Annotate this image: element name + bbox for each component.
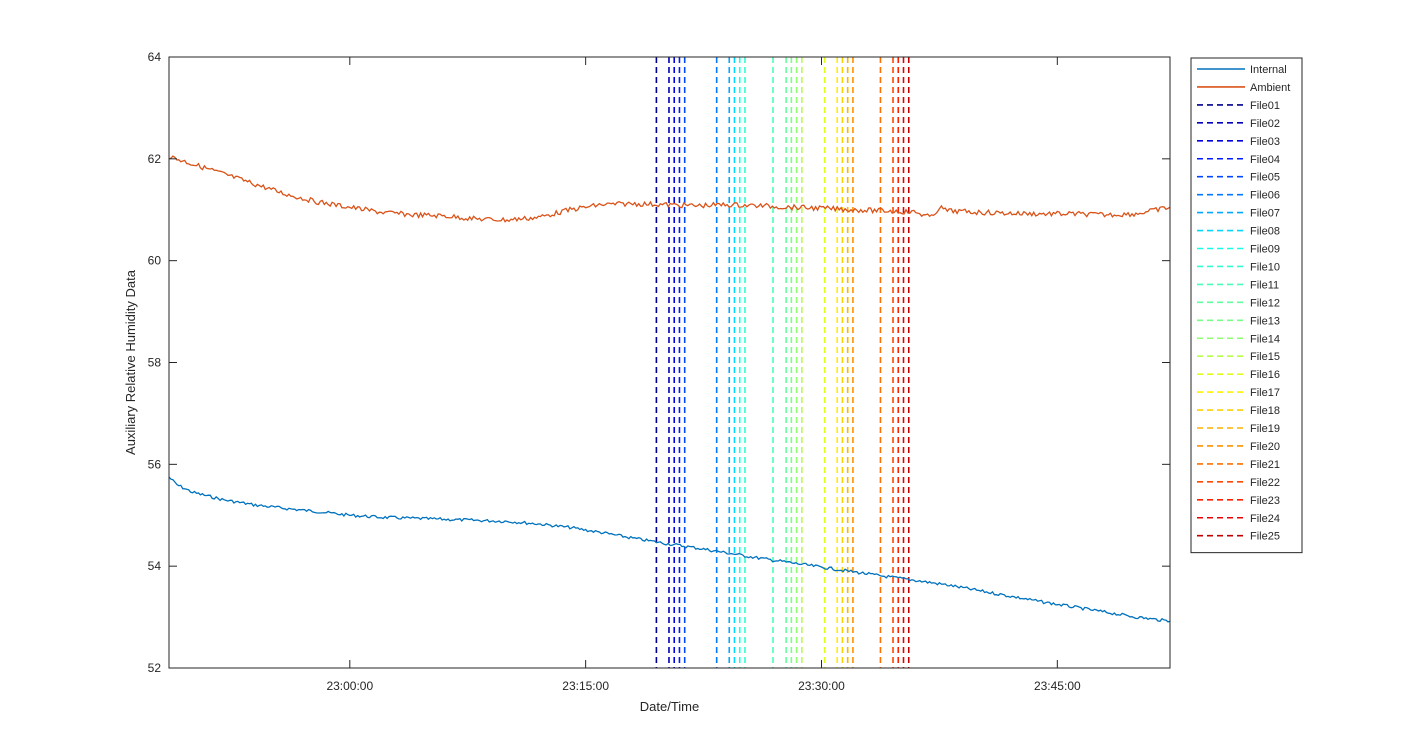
- x-tick-label: 23:45:00: [1034, 679, 1081, 693]
- legend-box: [1190, 57, 1303, 554]
- legend-label-file18: File18: [1250, 405, 1280, 417]
- legend-label-file14: File14: [1250, 333, 1280, 345]
- legend-label-file22: File22: [1250, 477, 1280, 489]
- legend-label-file02: File02: [1250, 118, 1280, 130]
- legend-label-internal: Internal: [1250, 64, 1287, 76]
- legend-label-file08: File08: [1250, 226, 1280, 238]
- y-tick-label: 58: [148, 356, 162, 370]
- x-tick-label: 23:15:00: [562, 679, 609, 693]
- data-series: [168, 155, 1171, 623]
- legend-label-file06: File06: [1250, 190, 1280, 202]
- y-tick-label: 60: [148, 254, 162, 268]
- file-marker-lines: [655, 57, 910, 668]
- series-line-ambient: [168, 155, 1171, 223]
- legend-label-file24: File24: [1250, 513, 1280, 525]
- y-tick-label: 62: [148, 152, 162, 166]
- legend-label-file20: File20: [1250, 441, 1280, 453]
- legend-label-file23: File23: [1250, 495, 1280, 507]
- legend-label-file11: File11: [1250, 279, 1279, 291]
- axis-ticks: 52 54 56 58 60 62 64 23:00:00 23:15:00 23:30:00 23…: [148, 50, 1170, 693]
- legend-label-ambient: Ambient: [1250, 82, 1290, 94]
- y-tick-label: 52: [148, 661, 162, 675]
- legend-label-file17: File17: [1250, 387, 1280, 399]
- legend-label-file01: File01: [1250, 100, 1280, 112]
- legend-label-file07: File07: [1250, 208, 1280, 220]
- series-line-internal: [168, 476, 1171, 623]
- y-axis-label: Auxiliary Relative Humidity Data: [123, 269, 138, 455]
- x-axis-label: Date/Time: [640, 699, 699, 714]
- legend-label-file13: File13: [1250, 315, 1280, 327]
- legend: Internal Ambient File01 File02 File03 File04 F…: [1190, 57, 1303, 554]
- legend-label-file25: File25: [1250, 531, 1280, 543]
- y-tick-label: 64: [148, 50, 162, 64]
- legend-label-file21: File21: [1250, 459, 1280, 471]
- legend-label-file09: File09: [1250, 244, 1280, 256]
- legend-label-file19: File19: [1250, 423, 1280, 435]
- legend-label-file05: File05: [1250, 172, 1280, 184]
- legend-label-file10: File10: [1250, 261, 1280, 273]
- legend-label-file16: File16: [1250, 369, 1280, 381]
- x-tick-label: 23:00:00: [326, 679, 373, 693]
- legend-label-file15: File15: [1250, 351, 1280, 363]
- y-tick-label: 56: [148, 457, 162, 471]
- legend-label-file04: File04: [1250, 154, 1280, 166]
- x-tick-label: 23:30:00: [798, 679, 845, 693]
- legend-label-file12: File12: [1250, 297, 1280, 309]
- legend-label-file03: File03: [1250, 136, 1280, 148]
- y-tick-label: 54: [148, 559, 162, 573]
